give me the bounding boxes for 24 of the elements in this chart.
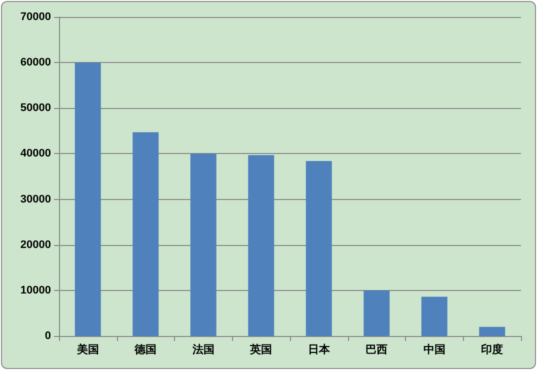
bar [132,132,159,336]
x-tick-label: 德国 [134,343,157,356]
x-tick-label: 日本 [308,343,331,356]
bar [364,290,390,336]
y-tick-label: 40000 [20,148,51,160]
y-tick-label: 50000 [20,102,51,114]
x-tick-label: 美国 [76,343,99,356]
y-tick-label: 20000 [20,238,51,251]
x-tick-label: 印度 [481,343,504,356]
y-tick-label: 30000 [20,193,51,206]
x-tick-label: 中国 [423,343,446,356]
bar [74,62,101,336]
bar [190,154,216,336]
y-tick-label: 70000 [20,11,51,23]
bar [479,326,506,336]
y-tick-label: 60000 [20,56,51,69]
y-tick-label: 0 [44,330,51,342]
bar [306,161,332,336]
bar [248,155,274,336]
x-tick-label: 英国 [249,343,272,356]
x-tick-label: 法国 [191,343,214,356]
y-tick-label: 10000 [20,284,51,296]
bar [421,296,448,336]
x-tick-label: 巴西 [366,343,388,356]
